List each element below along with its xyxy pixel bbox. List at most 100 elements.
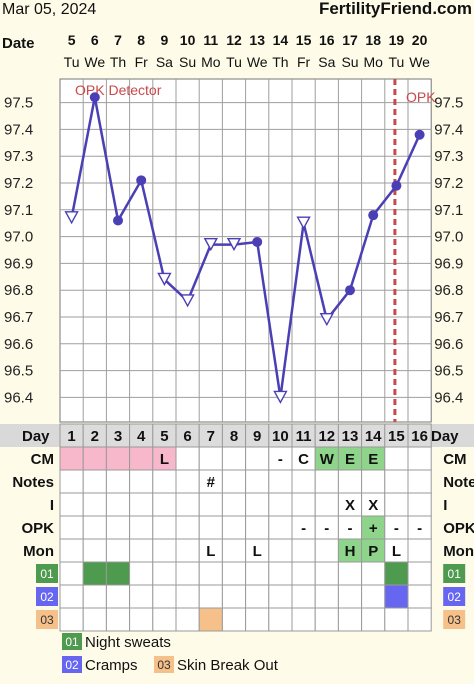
temperature-point	[252, 236, 263, 247]
table-cell	[291, 561, 316, 586]
tag-right-code: 03	[448, 613, 462, 627]
temperature-point	[113, 215, 123, 226]
table-cell	[314, 561, 339, 586]
date-number: 6	[91, 32, 99, 48]
tag-right	[443, 564, 466, 583]
table-cell	[407, 538, 432, 563]
opk-label: OPK	[406, 89, 436, 105]
table-cell	[82, 469, 107, 494]
date-number: 5	[68, 32, 76, 48]
row-label-right: Mon	[443, 543, 474, 560]
table-cell	[384, 492, 409, 517]
table-cell-value: W	[320, 451, 335, 468]
legend-label: Cramps	[85, 657, 138, 674]
legend-code: 02	[65, 658, 79, 672]
weekday-label: Tu	[388, 54, 404, 70]
cycle-day-number: 7	[207, 428, 215, 445]
tag-left-code: 02	[40, 590, 54, 604]
table-cell	[221, 446, 247, 471]
table-cell	[198, 492, 223, 517]
day-label-right: Day	[431, 428, 459, 445]
table-cell	[268, 492, 293, 517]
legend-label: Night sweats	[85, 634, 171, 651]
table-cell	[105, 584, 131, 609]
temperature-line-segment	[372, 184, 398, 216]
table-cell	[175, 607, 200, 632]
table-cell	[59, 538, 84, 563]
table-cell	[291, 469, 316, 494]
y-tick-label-left: 96.6	[4, 336, 33, 353]
temperature-line-segment	[70, 97, 97, 219]
table-cell	[175, 561, 200, 586]
table-cell	[291, 492, 316, 517]
date-number: 15	[296, 32, 312, 48]
tag-right	[443, 587, 466, 606]
table-cell	[198, 515, 223, 540]
table-cell-value: X	[368, 497, 378, 514]
table-cell-value: -	[417, 520, 422, 537]
table-cell	[268, 607, 293, 632]
table-cell	[129, 561, 154, 586]
row-label-left: Notes	[12, 474, 54, 491]
table-cell	[129, 607, 154, 632]
y-tick-label-right: 96.9	[434, 255, 463, 272]
table-cell	[361, 561, 386, 586]
table-cell	[59, 469, 84, 494]
table-cell	[152, 584, 177, 609]
tag-left	[36, 587, 58, 606]
table-cell	[59, 515, 84, 540]
table-cell	[291, 607, 316, 632]
table-cell	[105, 515, 131, 540]
y-tick-label-left: 97.5	[4, 95, 33, 112]
table-cell	[407, 561, 432, 586]
table-cell	[129, 538, 154, 563]
weekday-label: Mo	[363, 54, 383, 70]
temperature-point-open	[226, 237, 242, 252]
table-cell	[198, 584, 223, 609]
table-cell	[268, 561, 293, 586]
temperature-point-open	[180, 294, 195, 308]
date-number: 11	[203, 32, 218, 48]
table-cell-value: P	[368, 543, 378, 560]
weekday-label: Tu	[226, 54, 242, 70]
table-cell	[82, 584, 107, 609]
cycle-day-number: 15	[388, 428, 405, 445]
table-cell	[129, 446, 154, 471]
temperature-point	[391, 180, 402, 191]
table-cell	[59, 492, 84, 517]
table-cell	[268, 469, 293, 494]
tag-left-code: 01	[40, 567, 54, 581]
tag-left	[36, 610, 58, 629]
table-cell	[407, 469, 432, 494]
legend-code: 03	[157, 658, 171, 672]
date-number: 7	[114, 32, 122, 48]
table-cell	[198, 561, 223, 586]
table-cell	[59, 561, 84, 586]
table-cell	[407, 607, 432, 632]
table-cell	[129, 584, 154, 609]
row-label-left: Mon	[23, 543, 54, 560]
table-cell	[59, 607, 84, 632]
table-cell	[337, 584, 363, 609]
temperature-point-open	[296, 216, 311, 230]
plot-area: 97.5 97.5 97.4 97.4 97.3 97.3 97.2 97.2 97.1 97.1…	[4, 78, 463, 423]
table-cell	[314, 584, 339, 609]
table-cell	[129, 492, 154, 517]
temperature-line-segment	[279, 223, 305, 398]
row-label-left: CM	[31, 451, 54, 468]
table-cell	[152, 538, 177, 563]
table-cell	[82, 607, 107, 632]
row-label-right: Notes	[443, 474, 474, 491]
y-tick-label-left: 96.8	[4, 282, 33, 299]
table-cell	[82, 492, 107, 517]
row-label-left: I	[50, 497, 54, 514]
table-cell-value: X	[345, 497, 355, 514]
table-cell	[221, 538, 247, 563]
table-cell	[314, 538, 339, 563]
table-cell	[82, 515, 107, 540]
cycle-day-number: 3	[114, 428, 122, 445]
table-cell	[175, 469, 200, 494]
table-cell	[245, 515, 270, 540]
row-label-right: I	[443, 497, 447, 514]
